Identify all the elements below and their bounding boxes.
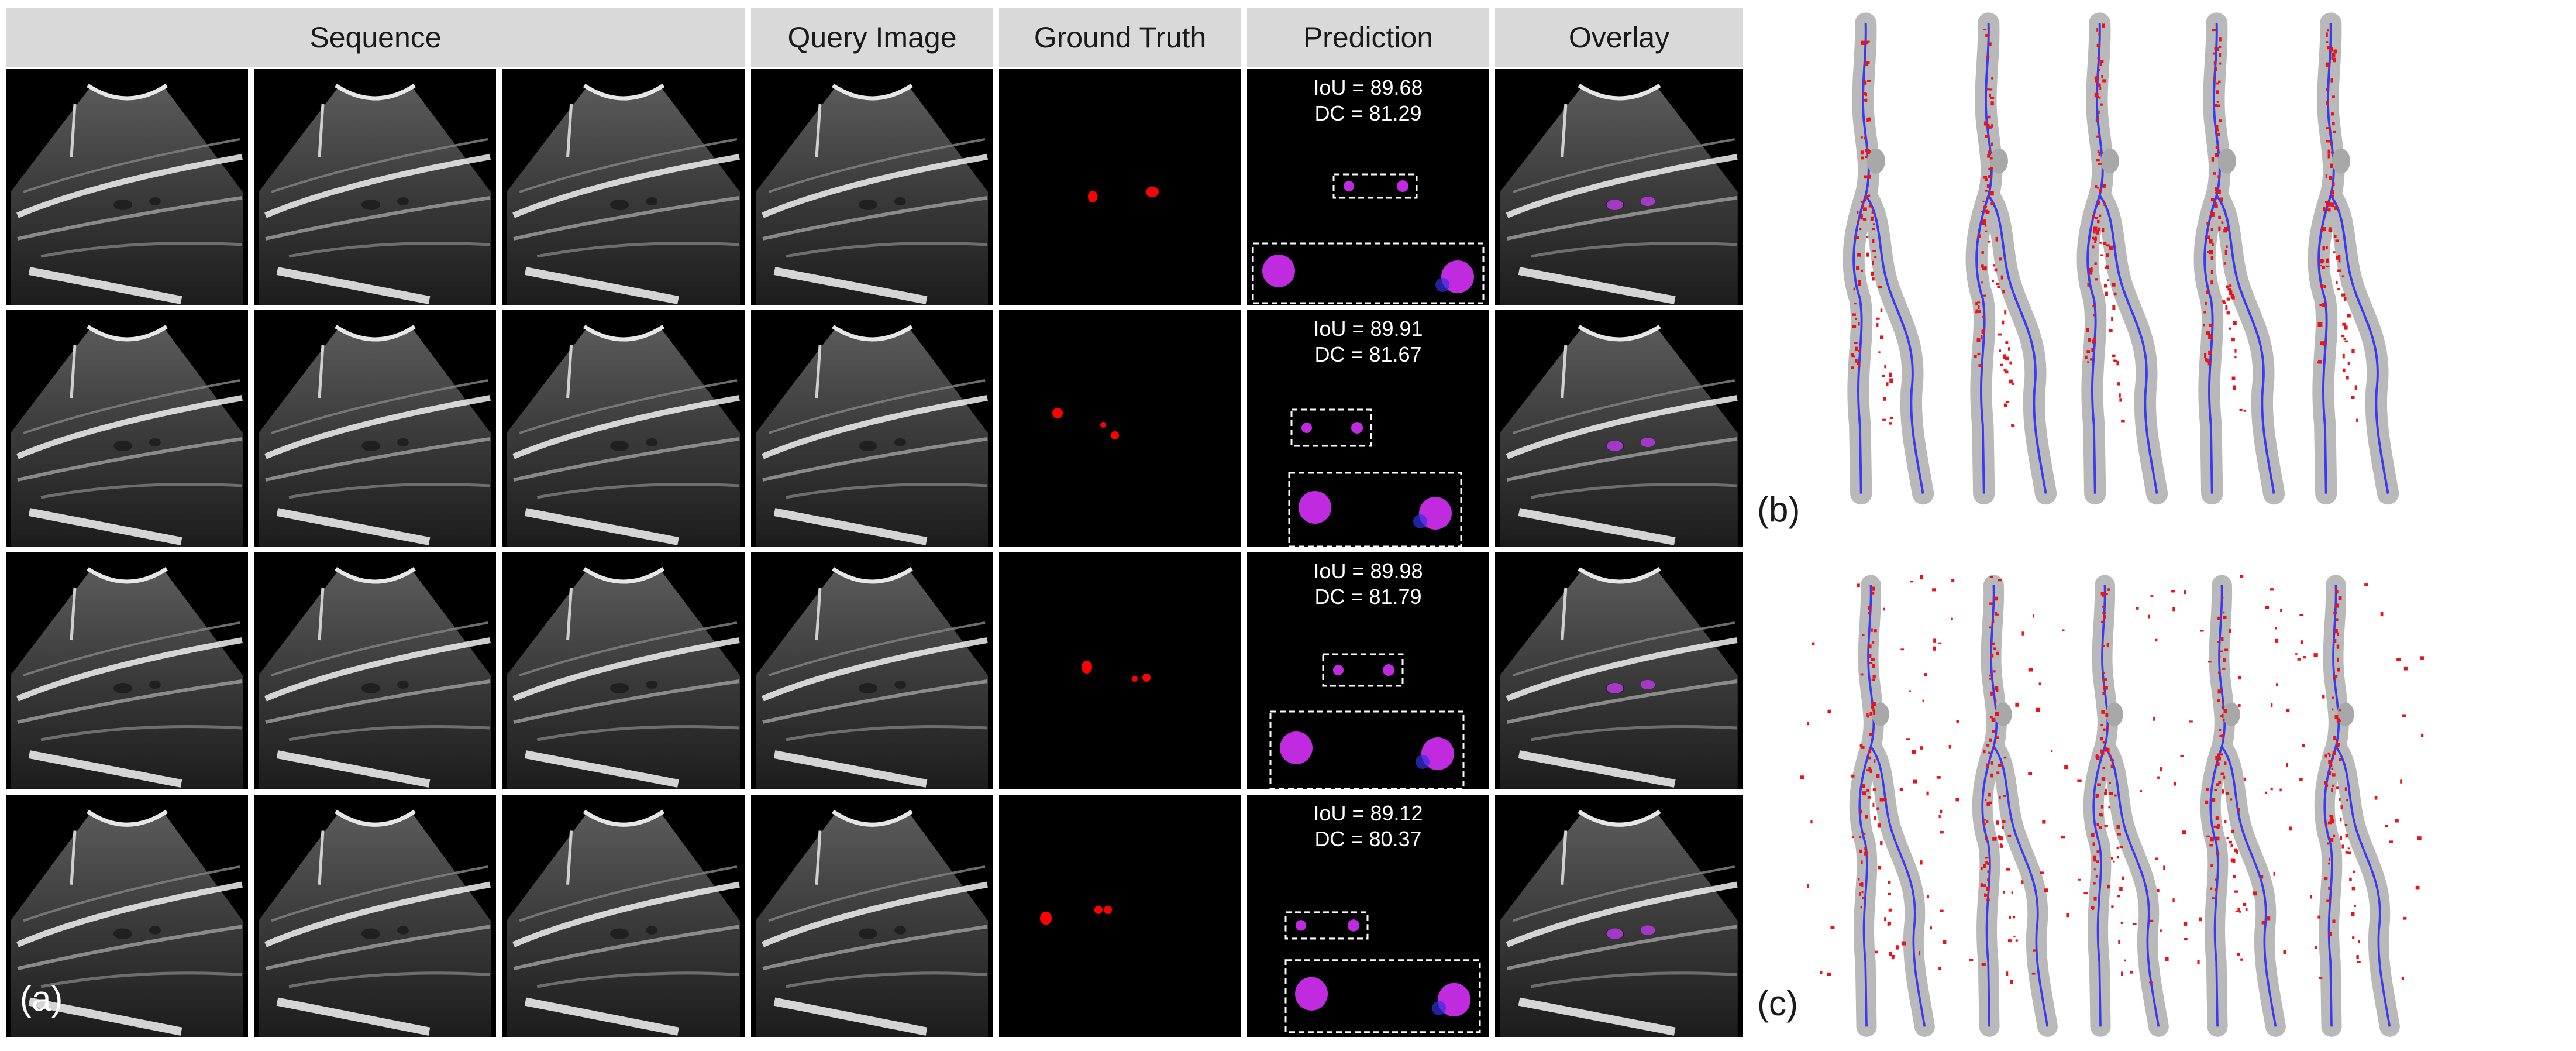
header-sequence: Sequence xyxy=(6,8,745,67)
iou-value: IoU = 89.12 xyxy=(1313,801,1423,825)
ultrasound-frame-icon xyxy=(1500,809,1738,1037)
vessel-tree-icon xyxy=(1965,12,2057,505)
sequence-frame xyxy=(254,552,496,789)
overlay-image xyxy=(1495,552,1743,789)
sequence-frame xyxy=(6,795,248,1037)
mask-canvas xyxy=(1082,661,1151,682)
ground-truth-mask xyxy=(999,310,1241,547)
mask-canvas xyxy=(1252,173,1485,304)
ultrasound-frame-icon xyxy=(507,84,740,305)
sequence-frame xyxy=(6,552,248,789)
sequence-frame xyxy=(6,69,248,305)
overlay-image xyxy=(1495,69,1743,305)
sequence-frame xyxy=(502,795,745,1037)
panel-label-b: (b) xyxy=(1757,490,1800,529)
sequence-frame xyxy=(502,310,745,547)
ultrasound-frame-icon xyxy=(259,325,491,547)
dc-value: DC = 80.37 xyxy=(1314,827,1422,851)
vessel-tree-icon xyxy=(2076,12,2168,505)
header-ground-truth: Ground Truth xyxy=(999,8,1241,67)
sequence-frame xyxy=(254,69,496,305)
ultrasound-frame-icon xyxy=(1500,325,1738,547)
vessel-tree-icon xyxy=(2193,12,2285,505)
query-image xyxy=(751,69,993,305)
prediction-mask: IoU = 89.98 DC = 81.79 xyxy=(1247,552,1489,789)
mask-canvas xyxy=(1284,911,1481,1033)
header-overlay: Overlay xyxy=(1495,8,1743,67)
query-image xyxy=(751,310,993,547)
vessel-tree-icon xyxy=(1919,575,2081,1037)
ultrasound-frame-icon xyxy=(11,809,243,1037)
ultrasound-frame-icon xyxy=(1500,84,1738,305)
mask-canvas xyxy=(1040,905,1112,925)
sequence-frame xyxy=(254,310,496,547)
mask-canvas xyxy=(1269,653,1465,789)
mask-canvas xyxy=(1288,408,1462,547)
ground-truth-mask xyxy=(999,795,1241,1037)
ultrasound-frame-icon xyxy=(11,325,243,547)
iou-value: IoU = 89.68 xyxy=(1313,75,1423,99)
overlay-image xyxy=(1495,795,1743,1037)
ultrasound-frame-icon xyxy=(259,809,491,1037)
vessel-tree-icon xyxy=(2149,575,2306,1037)
iou-value: IoU = 89.98 xyxy=(1313,559,1423,583)
prediction-mask: IoU = 89.68 DC = 81.29 xyxy=(1247,69,1489,305)
header-query-image: Query Image xyxy=(751,8,993,67)
ultrasound-frame-icon xyxy=(507,567,740,789)
vessel-reconstruction-panel xyxy=(1800,12,2424,1037)
iou-value: IoU = 89.91 xyxy=(1313,317,1423,341)
ultrasound-frame-icon xyxy=(259,84,491,305)
ground-truth-mask xyxy=(999,69,1241,305)
sequence-frame xyxy=(6,310,248,547)
ultrasound-frame-icon xyxy=(756,325,988,547)
ultrasound-frame-icon xyxy=(259,567,491,789)
ultrasound-frame-icon xyxy=(11,84,243,305)
dc-value: DC = 81.79 xyxy=(1314,585,1422,609)
prediction-mask: IoU = 89.12 DC = 80.37 xyxy=(1247,795,1489,1037)
query-image xyxy=(751,552,993,789)
sequence-frame xyxy=(254,795,496,1037)
sequence-frame xyxy=(502,69,745,305)
ultrasound-frame-icon xyxy=(11,567,243,789)
vessel-tree-icon xyxy=(2033,575,2193,1037)
ultrasound-frame-icon xyxy=(507,809,740,1037)
query-image xyxy=(751,795,993,1037)
vessel-tree-icon xyxy=(1843,12,1934,505)
sequence-frame xyxy=(502,552,745,789)
dc-value: DC = 81.67 xyxy=(1314,342,1422,366)
ultrasound-frame-icon xyxy=(756,809,988,1037)
vessel-tree-icon xyxy=(1800,575,1955,1037)
ultrasound-frame-icon xyxy=(507,325,740,547)
ultrasound-frame-icon xyxy=(756,84,988,305)
ultrasound-frame-icon xyxy=(756,567,988,789)
vessel-tree-icon xyxy=(2308,12,2399,505)
mask-canvas xyxy=(1052,408,1119,439)
panel-label-a: (a) xyxy=(20,979,63,1018)
mask-canvas xyxy=(1088,187,1159,202)
panel-label-c: (c) xyxy=(1757,984,1798,1023)
prediction-mask: IoU = 89.91 DC = 81.67 xyxy=(1247,310,1489,547)
dc-value: DC = 81.29 xyxy=(1314,101,1422,125)
header-prediction: Prediction xyxy=(1247,8,1489,67)
overlay-image xyxy=(1495,310,1743,547)
vessel-tree-icon xyxy=(2265,575,2424,1037)
ultrasound-frame-icon xyxy=(1500,567,1738,789)
ground-truth-mask xyxy=(999,552,1241,789)
